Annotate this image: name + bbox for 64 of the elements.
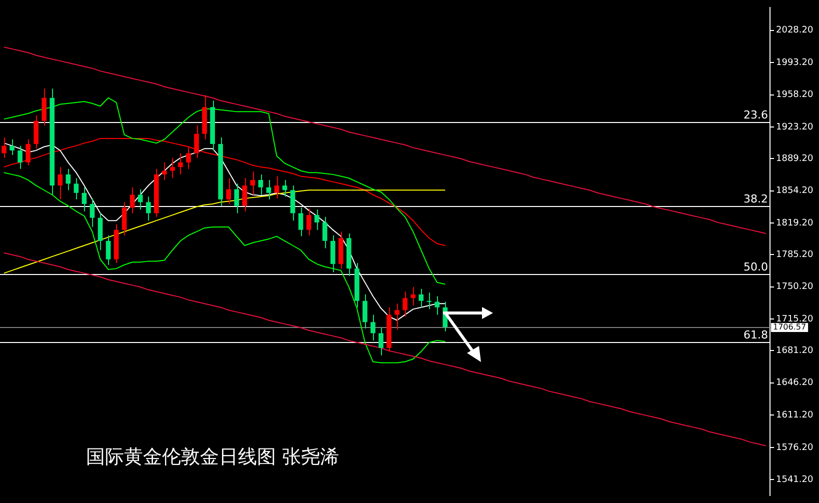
- y-tick-label: 1541.20: [776, 475, 814, 486]
- candlestick: [322, 216, 328, 249]
- candlestick: [122, 202, 127, 236]
- candlestick: [178, 152, 183, 175]
- annotation: 23.6: [744, 108, 768, 122]
- candlestick: [402, 291, 408, 318]
- candlestick: [226, 178, 231, 204]
- y-tick-label: 1958.20: [776, 90, 814, 100]
- candlestick: [434, 296, 440, 316]
- candlestick: [170, 157, 175, 179]
- candlestick: [314, 209, 320, 230]
- candlestick: [250, 171, 256, 196]
- candlestick: [106, 234, 111, 266]
- y-tick-label: 1681.20: [776, 346, 814, 356]
- candlestick: [2, 137, 6, 158]
- y-tick-label: 1611.20: [776, 410, 814, 420]
- annotation: 50.0: [744, 260, 768, 274]
- candlestick: [234, 183, 240, 214]
- candlestick: [18, 145, 22, 170]
- y-tick-label: 1889.20: [776, 154, 814, 164]
- y-tick-label: 1715.20: [776, 314, 814, 324]
- candlestick: [58, 166, 63, 200]
- candlestick: [162, 162, 167, 180]
- candlestick: [130, 186, 135, 214]
- candlestick: [330, 234, 336, 273]
- candlestick: [242, 178, 248, 212]
- y-tick-label: 1576.20: [776, 442, 814, 453]
- candlestick: [426, 292, 432, 310]
- y-tick-label: 1646.20: [776, 378, 814, 388]
- candlestick: [34, 114, 38, 150]
- y-tick-label: 1993.20: [776, 58, 814, 68]
- candlestick: [82, 186, 87, 212]
- y-tick-label: 1750.20: [776, 282, 814, 292]
- candlestick: [282, 179, 288, 198]
- candlestick: [362, 294, 368, 330]
- ref-line-label: 1706.57: [773, 322, 806, 332]
- y-tick-label: 1854.20: [776, 186, 814, 196]
- annotation: 38.2: [744, 192, 768, 206]
- text: 国际黄金伦敦金日线图 张尧浠: [86, 445, 340, 470]
- candlestick: [138, 188, 143, 210]
- y-tick-label: 1923.20: [776, 122, 814, 133]
- candlestick: [66, 168, 71, 191]
- candlestick: [186, 146, 191, 170]
- candlestick: [266, 179, 272, 200]
- candlestick: [306, 208, 312, 236]
- candlestick: [290, 185, 296, 222]
- y-tick-label: 1819.20: [776, 218, 814, 229]
- candlestick: [274, 176, 280, 199]
- candlestick: [10, 138, 14, 156]
- candlestick: [410, 286, 416, 306]
- candlestick: [298, 207, 304, 237]
- y-tick-label: 2028.20: [776, 26, 814, 36]
- candlestick: [378, 327, 384, 356]
- candlestick: [258, 174, 264, 196]
- candlestick: [74, 178, 79, 200]
- candlestick: [418, 288, 424, 308]
- candlestick: [98, 212, 103, 251]
- y-tick-label: 1785.20: [776, 250, 814, 260]
- candlestick: [42, 88, 47, 126]
- candlestick: [394, 303, 400, 330]
- annotation: 61.8: [744, 328, 768, 342]
- candlestick: [90, 198, 95, 228]
- candlestick: [370, 314, 376, 342]
- candlestick: [146, 196, 151, 222]
